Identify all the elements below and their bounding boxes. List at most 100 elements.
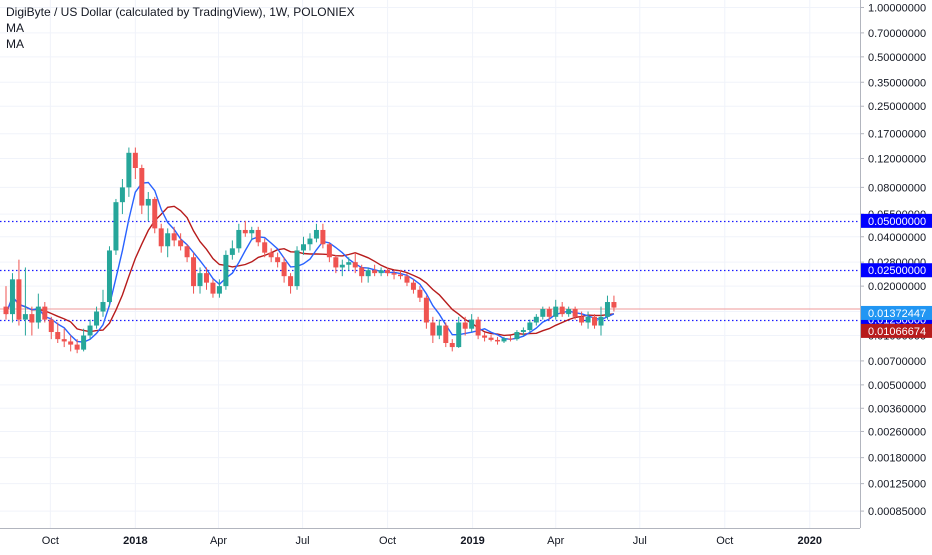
candle-body bbox=[216, 286, 222, 294]
grid bbox=[0, 0, 860, 528]
x-tick-label: Oct bbox=[716, 535, 733, 547]
candle-body bbox=[456, 322, 462, 348]
candle-body bbox=[22, 314, 28, 320]
candle-body bbox=[527, 322, 533, 331]
candle-body bbox=[592, 316, 598, 326]
level-price-label: 0.02500000 bbox=[868, 265, 926, 277]
candle-body bbox=[249, 229, 255, 234]
candle-body bbox=[559, 306, 565, 315]
candle-body bbox=[507, 338, 513, 340]
y-tick-label: 0.35000000 bbox=[868, 77, 926, 89]
indicator-ma-slow: MA bbox=[6, 37, 24, 51]
candle-body bbox=[449, 343, 455, 348]
candle-body bbox=[81, 335, 87, 350]
candle-body bbox=[417, 289, 423, 298]
y-tick-label: 0.04000000 bbox=[868, 232, 926, 244]
candle-body bbox=[158, 228, 164, 247]
level-price-box bbox=[861, 213, 932, 228]
candle-body bbox=[152, 198, 158, 229]
candle-body bbox=[520, 330, 526, 333]
candle-body bbox=[268, 252, 274, 258]
candle-body bbox=[203, 273, 209, 283]
candle-body bbox=[119, 187, 125, 203]
candle-body bbox=[495, 339, 501, 342]
y-tick-label: 0.50000000 bbox=[868, 52, 926, 64]
y-tick-label: 0.08000000 bbox=[868, 182, 926, 194]
candle-body bbox=[126, 152, 132, 188]
y-tick-label: 0.17000000 bbox=[868, 129, 926, 141]
candle-body bbox=[100, 302, 106, 312]
level-price-box bbox=[861, 263, 932, 278]
candle-body bbox=[423, 297, 429, 323]
candle-body bbox=[145, 198, 151, 206]
candle-body bbox=[178, 240, 184, 247]
candle-body bbox=[255, 229, 261, 243]
candle-body bbox=[132, 152, 138, 169]
candle-body bbox=[3, 306, 9, 315]
candle-body bbox=[262, 242, 268, 253]
chart-legend: DigiByte / US Dollar (calculated by Trad… bbox=[6, 4, 355, 52]
candle-body bbox=[385, 270, 391, 274]
y-tick-label: 0.25000000 bbox=[868, 101, 926, 113]
candle-body bbox=[611, 302, 617, 308]
candle-body bbox=[242, 229, 248, 234]
candle-body bbox=[365, 270, 371, 277]
x-tick-label: Jul bbox=[296, 535, 310, 547]
candle-body bbox=[443, 325, 449, 344]
candle-body bbox=[68, 341, 74, 345]
candle-body bbox=[501, 338, 507, 342]
candle-body bbox=[139, 168, 145, 206]
candle-body bbox=[106, 250, 112, 303]
y-tick-label: 0.00180000 bbox=[868, 453, 926, 465]
candle-body bbox=[333, 257, 339, 268]
candle-body bbox=[436, 325, 442, 336]
candle-body bbox=[482, 335, 488, 338]
candle-body bbox=[294, 250, 300, 287]
candle-body bbox=[320, 229, 326, 245]
candle-body bbox=[514, 332, 520, 340]
indicator-price-box bbox=[861, 323, 932, 338]
y-tick-label: 0.00700000 bbox=[868, 356, 926, 368]
x-tick-label: 2019 bbox=[460, 535, 484, 547]
level-price-label: 0.05000000 bbox=[868, 216, 926, 228]
candle-body bbox=[533, 316, 539, 323]
x-tick-label: 2018 bbox=[123, 535, 147, 547]
candle-body bbox=[398, 274, 404, 277]
y-tick-label: 0.12000000 bbox=[868, 153, 926, 165]
candle-body bbox=[197, 273, 203, 287]
candle-body bbox=[598, 316, 604, 326]
candle-body bbox=[229, 248, 235, 255]
candle-body bbox=[94, 311, 100, 326]
ma-slow-line bbox=[5, 205, 614, 337]
candle-body bbox=[61, 339, 67, 342]
candle-body bbox=[572, 309, 578, 317]
candle-body bbox=[430, 322, 436, 336]
candle-body bbox=[553, 306, 559, 317]
indicator-price-label: 0.01066674 bbox=[868, 326, 926, 338]
candle-body bbox=[288, 276, 294, 287]
candle-body bbox=[359, 267, 365, 277]
candle-body bbox=[236, 229, 242, 249]
candle-body bbox=[579, 316, 585, 323]
chart-title: DigiByte / US Dollar (calculated by Trad… bbox=[6, 5, 355, 19]
candle-body bbox=[87, 325, 93, 336]
candle-body bbox=[546, 309, 552, 317]
candle-body bbox=[9, 279, 15, 315]
y-tick-label: 0.00125000 bbox=[868, 479, 926, 491]
candle-body bbox=[346, 262, 352, 265]
indicator-price-label: 0.01372447 bbox=[868, 308, 926, 320]
candle-body bbox=[165, 233, 171, 247]
candle-body bbox=[488, 337, 494, 340]
x-tick-label: 2020 bbox=[798, 535, 822, 547]
candle-body bbox=[540, 309, 546, 317]
candle-body bbox=[566, 309, 572, 315]
y-tick-label: 1.00000000 bbox=[868, 2, 926, 14]
y-tick-label: 0.02000000 bbox=[868, 281, 926, 293]
candle-body bbox=[326, 244, 332, 258]
candle-body bbox=[313, 229, 319, 239]
x-tick-label: Apr bbox=[547, 535, 564, 547]
y-tick-label: 0.00085000 bbox=[868, 506, 926, 518]
candle-body bbox=[391, 273, 397, 275]
